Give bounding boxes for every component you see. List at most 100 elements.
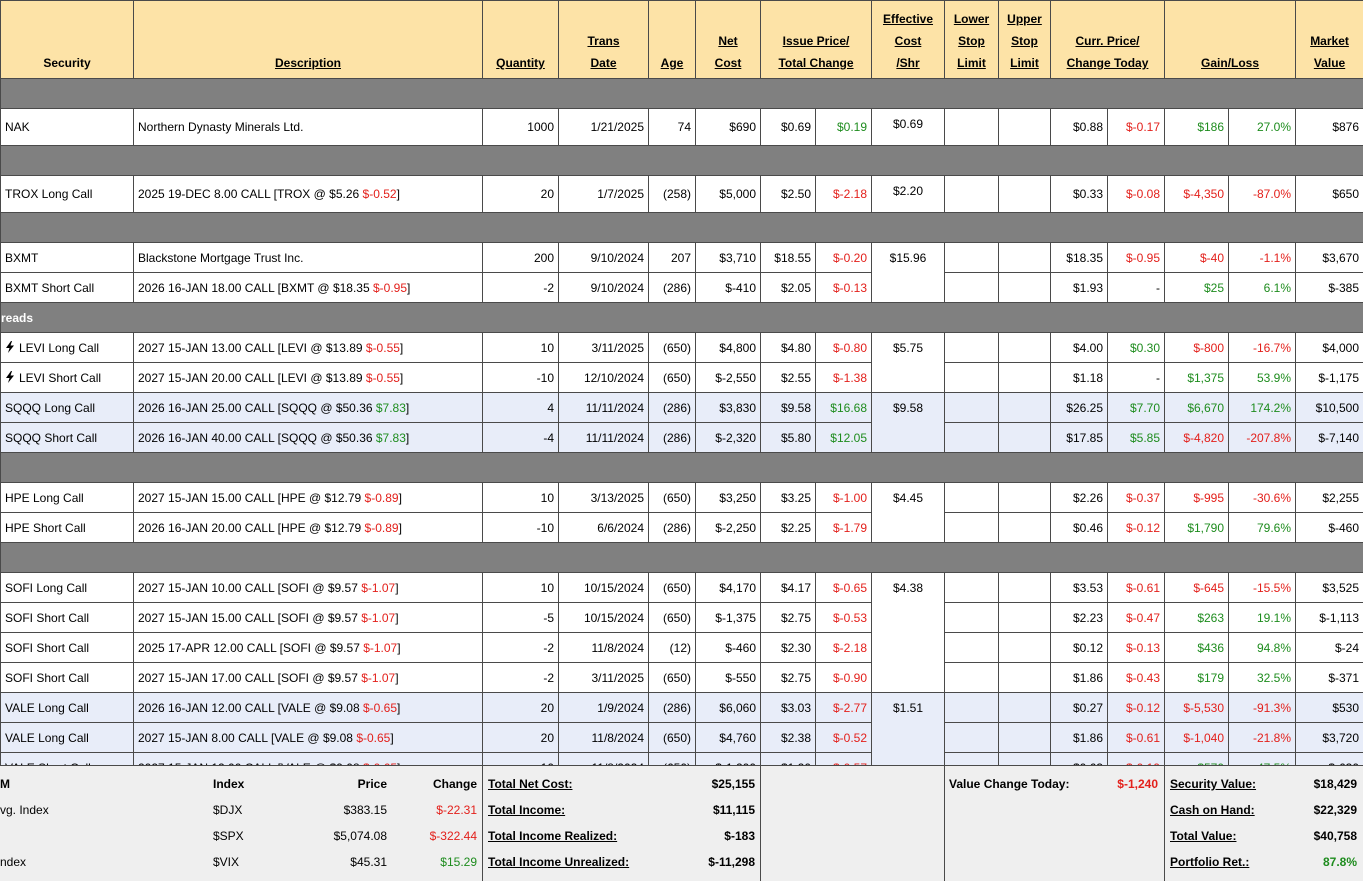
cell: $-0.80 <box>816 333 872 363</box>
description-part: 2025 17-APR 12.00 CALL [SOFI @ $9.57 <box>138 641 363 655</box>
upper-stop-limit <box>999 573 1051 603</box>
cell: $2.30 <box>761 633 816 663</box>
description-part: ] <box>406 401 409 415</box>
header-label: Effective <box>876 8 940 30</box>
column-header: Curr. Price/Change Today <box>1051 1 1165 79</box>
cell: -2 <box>483 273 559 303</box>
description-part: $-0.89 <box>365 521 399 535</box>
description-part: ] <box>406 431 409 445</box>
cell: $-0.13 <box>816 273 872 303</box>
cell: $18.55 <box>761 243 816 273</box>
upper-stop-limit <box>999 363 1051 393</box>
cell: (650) <box>649 483 696 513</box>
cell: 207 <box>649 243 696 273</box>
index-cell: $SPX <box>213 828 244 844</box>
cell: NAK <box>1 109 134 146</box>
cell: (286) <box>649 393 696 423</box>
cell: 11/8/2024 <box>559 633 649 663</box>
header-label: Age <box>653 52 691 74</box>
description-part: ] <box>395 671 398 685</box>
value-change-value: $-1,240 <box>1117 776 1158 792</box>
summary-value: $40,758 <box>1314 828 1357 844</box>
cell: $3,250 <box>696 483 761 513</box>
cell: $-0.37 <box>1108 483 1165 513</box>
cell: $4,000 <box>1296 333 1363 363</box>
cell: $2.50 <box>761 176 816 213</box>
cell: 3/11/2025 <box>559 333 649 363</box>
cell: -1.1% <box>1229 243 1296 273</box>
cell: -16.7% <box>1229 333 1296 363</box>
separator-row <box>1 213 1363 243</box>
cell: $7.70 <box>1108 393 1165 423</box>
upper-stop-limit <box>999 633 1051 663</box>
cell: $2.55 <box>761 363 816 393</box>
description: 2027 15-JAN 10.00 CALL [SOFI @ $9.57 $-1… <box>134 573 483 603</box>
description-part: $-1.07 <box>363 641 397 655</box>
cell: $-0.53 <box>816 603 872 633</box>
cell: $4,800 <box>696 333 761 363</box>
total-label: Total Income: <box>488 802 565 818</box>
cell: (650) <box>649 363 696 393</box>
cell: $179 <box>1165 663 1229 693</box>
cell: $25 <box>1165 273 1229 303</box>
upper-stop-limit <box>999 423 1051 453</box>
cell: $2.75 <box>761 663 816 693</box>
cell: 20 <box>483 723 559 753</box>
index-cell: $383.15 <box>344 802 387 818</box>
cell: 10 <box>483 573 559 603</box>
index-cell: $-22.31 <box>436 802 477 818</box>
cell: $-0.20 <box>816 243 872 273</box>
cell: $530 <box>1296 693 1363 723</box>
effective-cost: $15.96 <box>872 243 945 303</box>
lower-stop-limit <box>945 513 999 543</box>
header-label: Quantity <box>487 52 554 74</box>
description: 2026 16-JAN 18.00 CALL [BXMT @ $18.35 $-… <box>134 273 483 303</box>
total-label: Total Income Realized: <box>488 828 617 844</box>
cell: $2,255 <box>1296 483 1363 513</box>
cell: $-0.17 <box>1108 109 1165 146</box>
cell: $3,830 <box>696 393 761 423</box>
index-cell: ndex <box>0 854 26 870</box>
summary-label: Portfolio Ret.: <box>1170 854 1249 870</box>
cell: $-0.47 <box>1108 603 1165 633</box>
lower-stop-limit <box>945 423 999 453</box>
description: 2027 15-JAN 15.00 CALL [HPE @ $12.79 $-0… <box>134 483 483 513</box>
cell: $-460 <box>1296 513 1363 543</box>
header-label: Value <box>1300 52 1359 74</box>
description: 2025 17-APR 12.00 CALL [SOFI @ $9.57 $-1… <box>134 633 483 663</box>
cell: $-995 <box>1165 483 1229 513</box>
cell: $-0.13 <box>1108 633 1165 663</box>
cell: - <box>1108 363 1165 393</box>
lower-stop-limit <box>945 573 999 603</box>
upper-stop-limit <box>999 693 1051 723</box>
column-header: Age <box>649 1 696 79</box>
lower-stop-limit <box>945 633 999 663</box>
description-part: 2026 16-JAN 25.00 CALL [SQQQ @ $50.36 <box>138 401 376 415</box>
cell: -2 <box>483 633 559 663</box>
cell: (258) <box>649 176 696 213</box>
cell: $6,670 <box>1165 393 1229 423</box>
cell: $3.53 <box>1051 573 1108 603</box>
cell: 1/9/2024 <box>559 693 649 723</box>
cell: $-2,250 <box>696 513 761 543</box>
description: 2026 16-JAN 12.00 CALL [VALE @ $9.08 $-0… <box>134 693 483 723</box>
cell: $-0.61 <box>1108 723 1165 753</box>
upper-stop-limit <box>999 483 1051 513</box>
cell: $-1,175 <box>1296 363 1363 393</box>
lower-stop-limit <box>945 693 999 723</box>
cell: $12.05 <box>816 423 872 453</box>
cell: $0.69 <box>761 109 816 146</box>
cell: 10 <box>483 483 559 513</box>
cell: $-2,550 <box>696 363 761 393</box>
total-value: $25,155 <box>712 776 755 792</box>
header-label: Issue Price/ <box>765 30 867 52</box>
cell: $-0.61 <box>1108 573 1165 603</box>
